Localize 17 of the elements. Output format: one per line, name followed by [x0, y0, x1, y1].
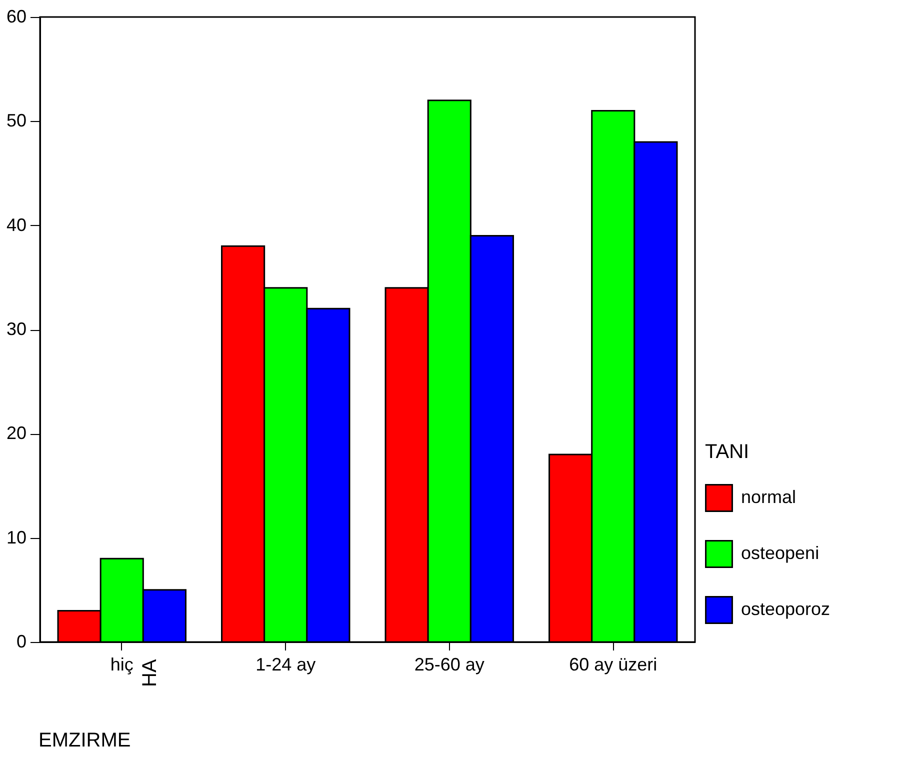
y-tick-label: 20: [6, 423, 26, 444]
y-tick-label: 40: [6, 214, 26, 235]
text: HA: [139, 658, 161, 687]
legend-title: TANI: [705, 441, 750, 463]
x-tick-label: 1-24 ay: [256, 654, 316, 674]
x-tick-label: 60 ay üzeri: [569, 654, 658, 674]
x-axis-title: EMZIRME: [38, 730, 131, 752]
y-tick-label: 50: [6, 110, 26, 131]
legend-label: osteoporoz: [741, 599, 830, 619]
y-tick-label: 60: [6, 6, 26, 26]
legend-label: normal: [741, 487, 796, 507]
legend-label: osteopeni: [741, 543, 820, 563]
x-tick-label: hiç: [110, 654, 134, 674]
y-tick-label: 10: [6, 527, 26, 548]
y-tick-label: 30: [6, 319, 26, 339]
y-tick-label: 0: [16, 632, 26, 652]
x-tick-label: 25-60 ay: [414, 654, 484, 674]
